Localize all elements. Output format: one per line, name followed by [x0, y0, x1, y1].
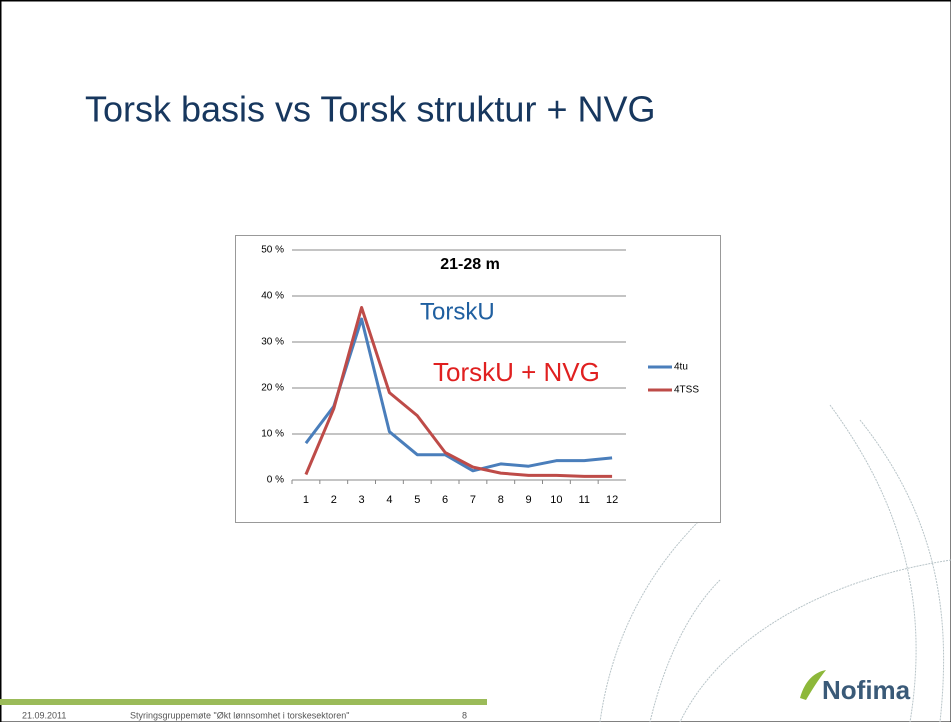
y-tick-label: 0 % [267, 475, 284, 486]
x-tick-label: 6 [442, 494, 448, 506]
footer-page: 8 [462, 710, 467, 720]
annotation: TorskU [420, 298, 495, 325]
y-tick-label: 50 % [261, 245, 284, 256]
legend-label: 4TSS [674, 385, 699, 396]
x-tick-label: 10 [550, 494, 562, 506]
x-tick-label: 5 [414, 494, 420, 506]
footer-bar [0, 699, 487, 705]
logo: Nofima [822, 675, 911, 705]
y-tick-label: 20 % [261, 383, 284, 394]
x-tick-label: 1 [303, 494, 309, 506]
x-tick-label: 2 [331, 494, 337, 506]
x-tick-label: 4 [386, 494, 392, 506]
annotation: TorskU + NVG [433, 357, 600, 387]
x-tick-label: 12 [606, 494, 618, 506]
x-tick-label: 3 [359, 494, 365, 506]
slide-title: Torsk basis vs Torsk struktur + NVG [85, 89, 655, 130]
footer-date: 21.09.2011 [22, 710, 66, 720]
slide: Torsk basis vs Torsk struktur + NVG 21.0… [0, 0, 951, 722]
chart-title: 21-28 m [440, 256, 500, 273]
x-tick-label: 11 [579, 494, 590, 506]
y-tick-label: 40 % [261, 291, 284, 302]
x-tick-label: 9 [526, 494, 532, 506]
x-tick-label: 7 [470, 494, 476, 506]
legend-label: 4tu [674, 362, 688, 373]
footer-text: Styringsgruppemøte "Økt lønnsomhet i tor… [130, 710, 349, 720]
x-tick-label: 8 [498, 494, 504, 506]
y-tick-label: 30 % [261, 337, 284, 348]
y-tick-label: 10 % [261, 429, 284, 440]
